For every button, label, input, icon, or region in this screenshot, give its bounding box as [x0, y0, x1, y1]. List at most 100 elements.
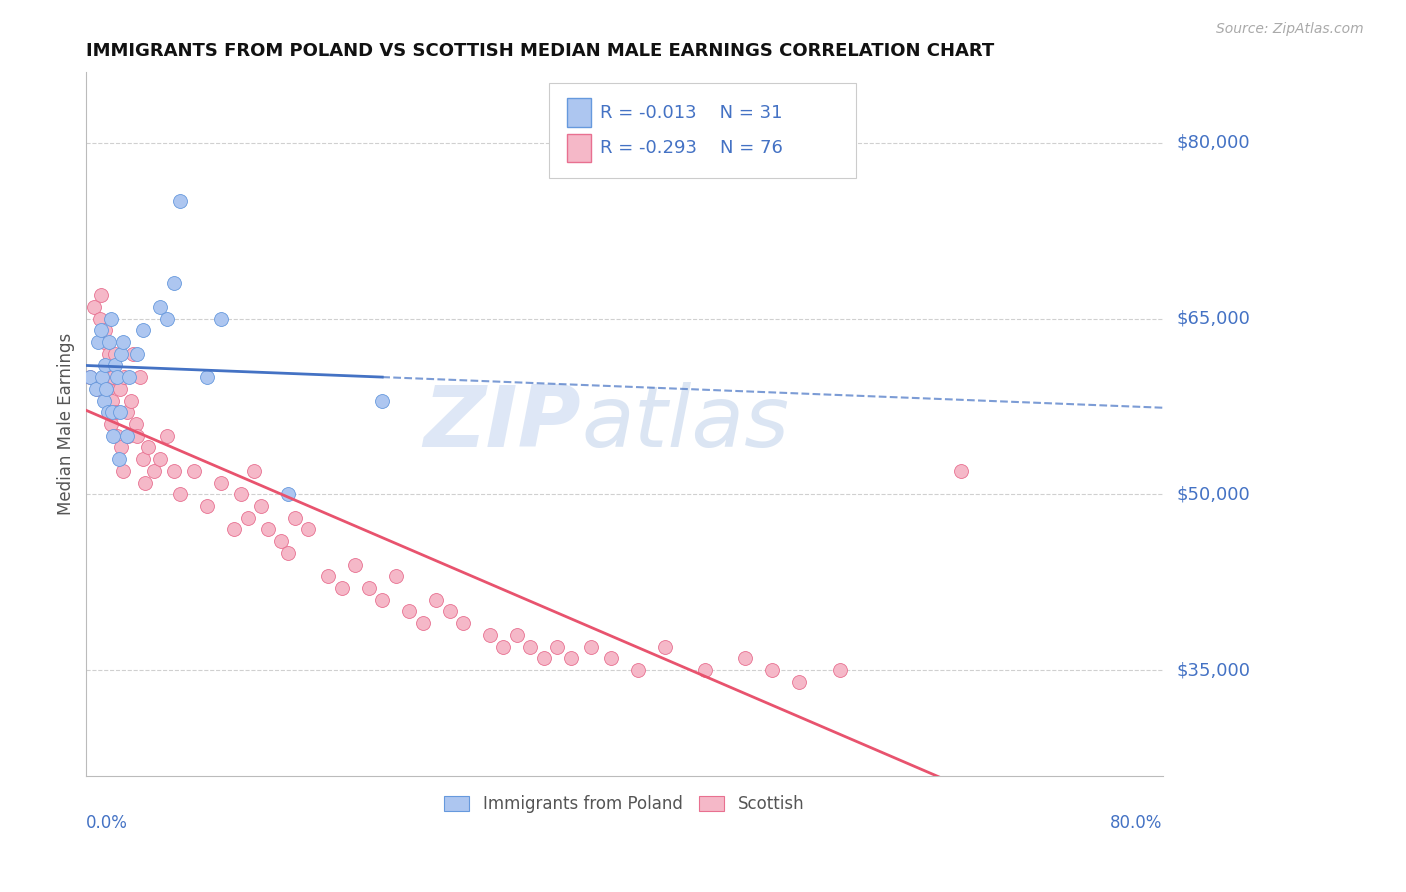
Point: [127, 346, 149, 360]
Point: [115, 428, 138, 442]
Point: [169, 487, 191, 501]
Point: [112, 370, 135, 384]
Text: ZIP: ZIP: [423, 383, 581, 466]
Point: [86, 382, 108, 396]
Point: [330, 581, 353, 595]
Point: [250, 499, 273, 513]
Point: [105, 428, 128, 442]
Point: [654, 640, 676, 654]
Point: [787, 674, 810, 689]
Point: [79, 370, 101, 384]
Point: [284, 510, 307, 524]
Point: [492, 640, 515, 654]
Point: [579, 640, 602, 654]
Point: [163, 464, 186, 478]
Point: [107, 452, 129, 467]
Point: [134, 475, 156, 490]
Point: [108, 382, 131, 396]
Point: [79, 370, 101, 384]
Point: [519, 640, 541, 654]
Point: [117, 428, 139, 442]
Text: $80,000: $80,000: [1177, 134, 1250, 152]
Point: [425, 592, 447, 607]
Point: [344, 558, 367, 572]
Point: [110, 346, 132, 360]
Point: [118, 370, 141, 384]
Point: [149, 452, 172, 467]
Point: [89, 311, 111, 326]
Point: [533, 651, 555, 665]
Point: [546, 640, 568, 654]
Point: [357, 581, 380, 595]
Point: [828, 663, 851, 677]
Point: [97, 405, 120, 419]
Point: [169, 194, 191, 209]
Point: [156, 311, 179, 326]
Point: [94, 323, 117, 337]
Point: [627, 663, 650, 677]
Point: [100, 311, 122, 326]
Point: [506, 628, 529, 642]
Point: [120, 393, 142, 408]
Point: [156, 428, 179, 442]
Point: [695, 663, 717, 677]
Point: [384, 569, 406, 583]
Text: Source: ZipAtlas.com: Source: ZipAtlas.com: [1216, 22, 1364, 37]
Point: [115, 405, 138, 419]
Point: [243, 464, 266, 478]
Point: [122, 346, 145, 360]
Point: [257, 523, 280, 537]
Point: [96, 382, 118, 396]
Point: [451, 616, 474, 631]
Point: [195, 499, 218, 513]
Point: [87, 334, 110, 349]
Point: [108, 405, 131, 419]
Point: [277, 487, 299, 501]
Point: [100, 417, 122, 431]
Point: [93, 393, 115, 408]
Point: [398, 604, 420, 618]
Point: [163, 277, 186, 291]
Point: [101, 405, 124, 419]
Point: [103, 346, 125, 360]
Point: [224, 523, 246, 537]
Point: [111, 334, 134, 349]
Point: [96, 359, 118, 373]
Point: [209, 311, 232, 326]
Point: [600, 651, 623, 665]
Point: [229, 487, 252, 501]
Point: [236, 510, 259, 524]
Y-axis label: Median Male Earnings: Median Male Earnings: [58, 333, 75, 515]
Point: [90, 323, 112, 337]
FancyBboxPatch shape: [568, 98, 591, 127]
Text: 80.0%: 80.0%: [1111, 814, 1163, 832]
Point: [560, 651, 582, 665]
Point: [83, 300, 105, 314]
Point: [93, 334, 115, 349]
Text: $50,000: $50,000: [1177, 485, 1250, 503]
Point: [98, 334, 121, 349]
Text: 0.0%: 0.0%: [86, 814, 128, 832]
Point: [104, 405, 127, 419]
FancyBboxPatch shape: [550, 83, 856, 178]
Point: [439, 604, 461, 618]
Text: R = -0.013    N = 31: R = -0.013 N = 31: [599, 103, 782, 121]
Point: [297, 523, 319, 537]
Point: [84, 382, 107, 396]
Point: [129, 370, 152, 384]
Point: [111, 464, 134, 478]
Point: [127, 428, 149, 442]
Text: R = -0.293    N = 76: R = -0.293 N = 76: [599, 138, 783, 157]
Point: [136, 441, 159, 455]
Point: [142, 464, 165, 478]
Point: [478, 628, 501, 642]
Point: [195, 370, 218, 384]
Point: [103, 370, 125, 384]
Text: $35,000: $35,000: [1177, 661, 1250, 679]
Point: [125, 417, 148, 431]
Point: [103, 428, 125, 442]
Point: [103, 359, 125, 373]
Point: [270, 534, 292, 549]
Point: [277, 546, 299, 560]
Point: [91, 370, 114, 384]
